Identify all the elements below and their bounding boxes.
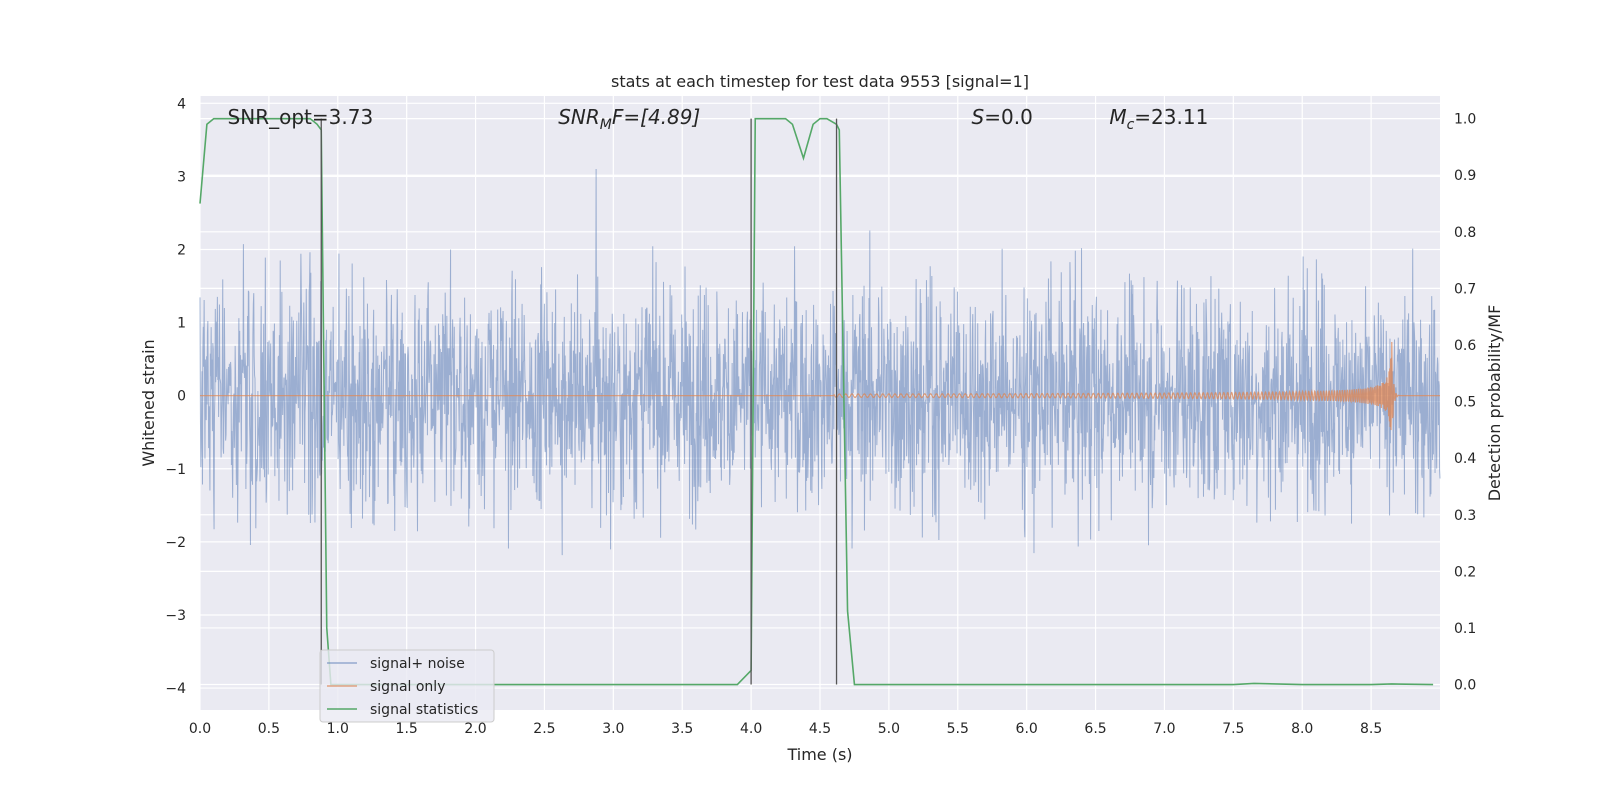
y-left-tick-label: 0 <box>177 389 186 405</box>
x-tick-label: 2.5 <box>533 721 555 737</box>
y-right-tick-label: 1.0 <box>1454 112 1476 128</box>
y-right-tick-label: 0.7 <box>1454 281 1476 297</box>
x-tick-label: 8.0 <box>1291 721 1313 737</box>
y-left-tick-label: −3 <box>165 608 186 624</box>
chart-title: stats at each timestep for test data 955… <box>611 72 1029 91</box>
y-right-tick-label: 0.6 <box>1454 338 1476 354</box>
y-right-tick-label: 0.9 <box>1454 168 1476 184</box>
y-right-tick-label: 0.5 <box>1454 395 1476 411</box>
legend-label-noise: signal+ noise <box>370 656 465 672</box>
y-right-tick-label: 0.4 <box>1454 451 1476 467</box>
noise-line <box>199 168 1441 556</box>
x-tick-label: 4.5 <box>809 721 831 737</box>
annotation-text: S=0.0 <box>972 105 1033 129</box>
y-left-tick-labels: 4 3 2 1 0 −1 −2 −3 −4 <box>165 96 186 697</box>
annotation-text: SNR_opt=3.73 <box>228 105 374 129</box>
legend-box <box>319 649 495 723</box>
annotation-text: Mc=23.11 <box>1109 105 1208 133</box>
y-left-tick-label: 2 <box>177 243 186 259</box>
y-left-tick-label: −4 <box>165 681 186 697</box>
x-tick-label: 6.5 <box>1084 721 1106 737</box>
y-left-tick-label: 3 <box>177 169 186 185</box>
x-axis-label: Time (s) <box>786 745 852 764</box>
x-tick-label: 5.0 <box>878 721 900 737</box>
series-signal-plus-noise <box>199 168 1441 556</box>
x-tick-label: 2.0 <box>464 721 486 737</box>
x-tick-label: 4.0 <box>740 721 762 737</box>
series-signal-only <box>200 341 1440 431</box>
x-tick-label: 6.0 <box>1016 721 1038 737</box>
y-left-tick-label: −2 <box>165 535 186 551</box>
x-tick-label: 7.0 <box>1153 721 1175 737</box>
y-axis-label-left: Whitened strain <box>139 339 158 466</box>
x-tick-labels: 0.0 0.5 1.0 1.5 2.0 2.5 3.0 3.5 4.0 4.5 5.0 5.5 6.0 6… <box>189 721 1382 737</box>
annotations: SNR_opt=3.73 SNRMF=[4.89] S=0.0 Mc=23.11 <box>228 105 1209 133</box>
x-tick-label: 7.5 <box>1222 721 1244 737</box>
y-left-tick-label: 4 <box>177 96 186 112</box>
signal-only-chirp <box>833 341 1400 431</box>
y-right-tick-label: 0.3 <box>1454 508 1476 524</box>
legend: signal+ noise signal only signal statist… <box>319 649 495 723</box>
annotation-text: SNRMF=[4.89] <box>558 105 700 133</box>
y-right-tick-label: 0.2 <box>1454 564 1476 580</box>
x-tick-label: 1.5 <box>396 721 418 737</box>
y-right-tick-label: 0.8 <box>1454 225 1476 241</box>
y-right-tick-labels: 1.0 0.9 0.8 0.7 0.6 0.5 0.4 0.3 0.2 0.1 0.0 <box>1454 112 1476 694</box>
legend-label-statistics: signal statistics <box>370 702 478 718</box>
x-tick-label: 0.5 <box>258 721 280 737</box>
y-left-tick-label: −1 <box>165 462 186 478</box>
y-left-tick-label: 1 <box>177 316 186 332</box>
x-tick-label: 8.5 <box>1360 721 1382 737</box>
statistics-line <box>199 117 1434 686</box>
y-axis-label-right: Detection probability/MF <box>1485 305 1504 502</box>
y-right-tick-label: 0.1 <box>1454 621 1476 637</box>
x-tick-label: 0.0 <box>189 721 211 737</box>
x-tick-label: 5.5 <box>947 721 969 737</box>
series-signal-statistics <box>199 117 1434 686</box>
x-tick-label: 3.0 <box>602 721 624 737</box>
vertical-markers <box>320 118 838 685</box>
x-tick-label: 1.0 <box>327 721 349 737</box>
x-tick-label: 3.5 <box>671 721 693 737</box>
legend-label-signal-only: signal only <box>370 679 445 695</box>
y-right-tick-label: 0.0 <box>1454 678 1476 694</box>
